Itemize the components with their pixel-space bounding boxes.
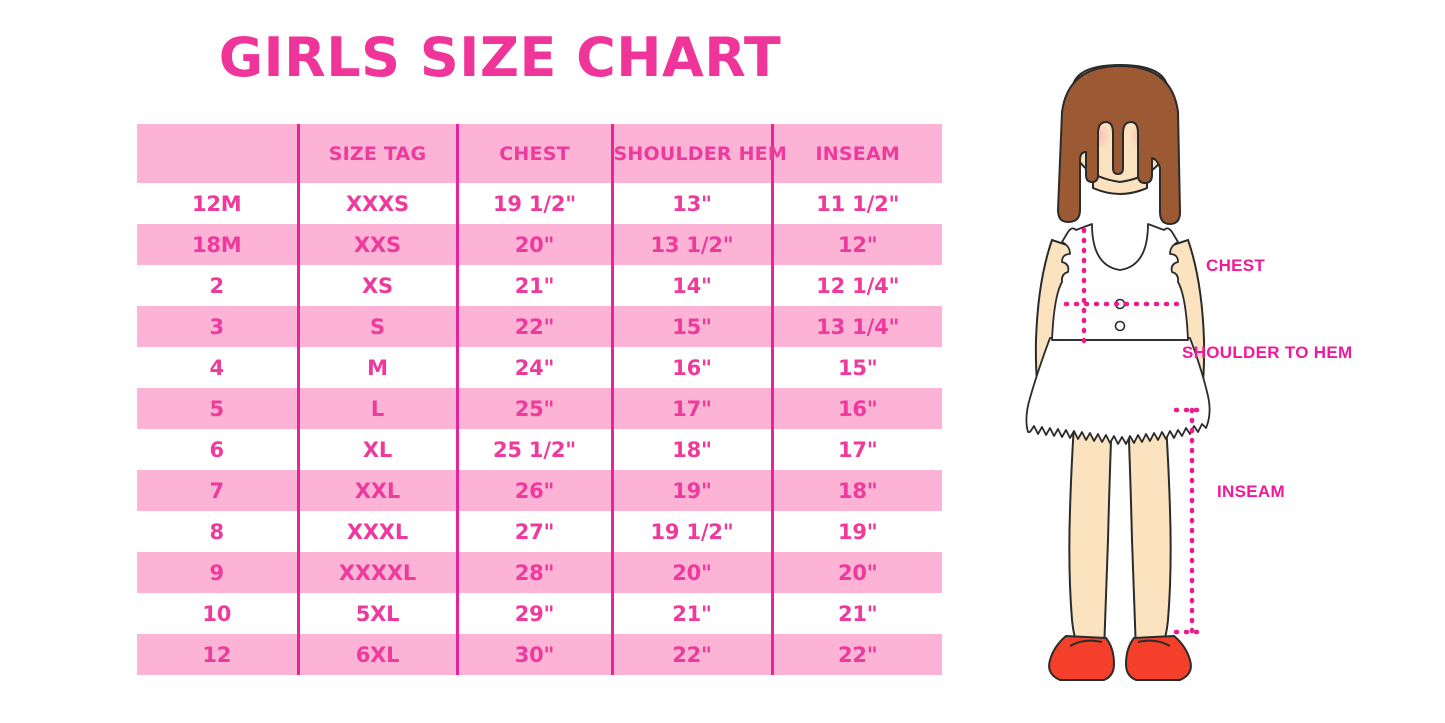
- cell-size: 2: [209, 273, 225, 298]
- cell-chest: 19 1/2": [455, 183, 612, 224]
- cell-chest: 27": [455, 511, 612, 552]
- left-shoe-strap: [1069, 639, 1103, 647]
- cell-inseam: 11 1/2": [770, 183, 942, 224]
- cell-shoulder-hem: 21": [610, 593, 772, 634]
- size-chart-table: SIZE TAG CHEST SHOULDER HEM INSEAM 12M XX…: [137, 124, 942, 675]
- cell-shoulder-hem: 22": [610, 634, 772, 675]
- cell-size-tag: XXL: [296, 470, 457, 511]
- cell-size: 8: [209, 519, 225, 544]
- table-row: 12M XXXS 19 1/2" 13" 11 1/2": [137, 183, 942, 224]
- table-row: 2 XS 21" 14" 12 1/4": [137, 265, 942, 306]
- cell-size: 12: [202, 642, 232, 667]
- cell-chest: 28": [455, 552, 612, 593]
- cell-inseam: 20": [770, 552, 942, 593]
- table-row: 4 M 24" 16" 15": [137, 347, 942, 388]
- table-row: 7 XXL 26" 19" 18": [137, 470, 942, 511]
- cell-shoulder-hem: 20": [610, 552, 772, 593]
- cell-chest: 29": [455, 593, 612, 634]
- right-shoe-shape: [1124, 634, 1192, 681]
- column-header-shoulder-hem: SHOULDER HEM: [610, 124, 787, 183]
- cell-chest: 20": [455, 224, 612, 265]
- right-shoe-strap: [1137, 639, 1171, 647]
- cell-size-tag: M: [296, 347, 457, 388]
- cell-inseam: 21": [770, 593, 942, 634]
- column-header-chest: CHEST: [455, 124, 612, 183]
- cell-size-tag: L: [296, 388, 457, 429]
- cell-inseam: 15": [770, 347, 942, 388]
- cell-inseam: 13 1/4": [770, 306, 942, 347]
- page-title: GIRLS SIZE CHART: [218, 26, 782, 89]
- cell-inseam: 17": [770, 429, 942, 470]
- cell-chest: 25 1/2": [455, 429, 612, 470]
- button-lower: [1114, 320, 1126, 332]
- hair-shape: [1057, 65, 1181, 225]
- cell-size-tag: XXXS: [296, 183, 457, 224]
- cell-chest: 24": [455, 347, 612, 388]
- table-row: 9 XXXXL 28" 20" 20": [137, 552, 942, 593]
- cell-chest: 30": [455, 634, 612, 675]
- cell-inseam: 19": [770, 511, 942, 552]
- cell-size: 3: [209, 314, 225, 339]
- cell-inseam: 12 1/4": [770, 265, 942, 306]
- table-row: 5 L 25" 17" 16": [137, 388, 942, 429]
- cell-size: 7: [209, 478, 225, 503]
- cell-shoulder-hem: 14": [610, 265, 772, 306]
- cell-inseam: 18": [770, 470, 942, 511]
- column-header-inseam: INSEAM: [770, 124, 942, 183]
- table-row: 8 XXXL 27" 19 1/2" 19": [137, 511, 942, 552]
- cell-size: 9: [209, 560, 225, 585]
- cell-shoulder-hem: 19": [610, 470, 772, 511]
- cell-size-tag: XXXL: [296, 511, 457, 552]
- left-shoe-shape: [1048, 634, 1116, 681]
- cell-shoulder-hem: 13 1/2": [610, 224, 772, 265]
- table-body: 12M XXXS 19 1/2" 13" 11 1/2" 18M XXS 20" 13 1/2"…: [137, 183, 942, 675]
- cell-size-tag: XS: [296, 265, 457, 306]
- figure-group: [1025, 63, 1211, 681]
- cell-size-tag: 6XL: [296, 634, 457, 675]
- cell-chest: 26": [455, 470, 612, 511]
- cell-size-tag: XL: [296, 429, 457, 470]
- cell-shoulder-hem: 15": [610, 306, 772, 347]
- cell-size: 4: [209, 355, 225, 380]
- column-header-size-tag: SIZE TAG: [296, 124, 457, 183]
- table-row: 3 S 22" 15" 13 1/4": [137, 306, 942, 347]
- cell-size: 18M: [191, 232, 242, 257]
- table-row: 12 6XL 30" 22" 22": [137, 634, 942, 675]
- cell-shoulder-hem: 13": [610, 183, 772, 224]
- cell-size: 10: [202, 601, 232, 626]
- cell-size-tag: S: [296, 306, 457, 347]
- cell-chest: 25": [455, 388, 612, 429]
- table-row: 10 5XL 29" 21" 21": [137, 593, 942, 634]
- cell-size: 12M: [191, 191, 242, 216]
- callout-label-shoulder-to-hem: SHOULDER TO HEM: [1182, 343, 1353, 362]
- cell-size-tag: XXXXL: [296, 552, 457, 593]
- cell-size: 6: [209, 437, 225, 462]
- cell-size-tag: 5XL: [296, 593, 457, 634]
- cell-shoulder-hem: 19 1/2": [610, 511, 772, 552]
- cell-size: 5: [209, 396, 225, 421]
- cell-shoulder-hem: 17": [610, 388, 772, 429]
- cell-inseam: 22": [770, 634, 942, 675]
- column-header-size: [137, 124, 298, 183]
- table-row: 18M XXS 20" 13 1/2" 12": [137, 224, 942, 265]
- girl-figure-illustration: [980, 40, 1260, 690]
- callout-label-chest: CHEST: [1206, 256, 1266, 275]
- cell-shoulder-hem: 16": [610, 347, 772, 388]
- cell-chest: 22": [455, 306, 612, 347]
- cell-chest: 21": [455, 265, 612, 306]
- skirt-shape: [1025, 337, 1211, 445]
- cell-inseam: 16": [770, 388, 942, 429]
- cell-shoulder-hem: 18": [610, 429, 772, 470]
- table-header-row: SIZE TAG CHEST SHOULDER HEM INSEAM: [137, 124, 942, 183]
- table-row: 6 XL 25 1/2" 18" 17": [137, 429, 942, 470]
- cell-size-tag: XXS: [296, 224, 457, 265]
- cell-inseam: 12": [770, 224, 942, 265]
- table-header: SIZE TAG CHEST SHOULDER HEM INSEAM: [137, 124, 942, 183]
- callout-label-inseam: INSEAM: [1217, 482, 1285, 501]
